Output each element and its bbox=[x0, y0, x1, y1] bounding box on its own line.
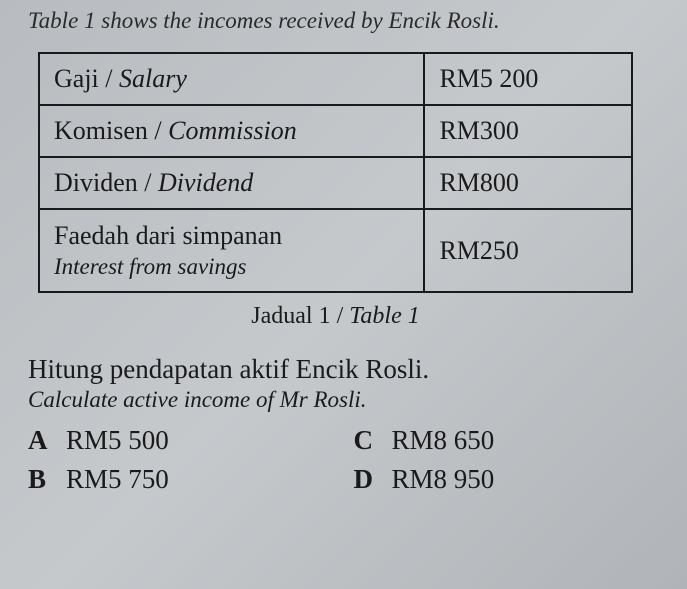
row-label: Dividen / Dividend bbox=[39, 157, 424, 209]
option-b: B RM5 750 bbox=[28, 464, 334, 495]
intro-text: Table 1 shows the incomes received by En… bbox=[28, 8, 659, 34]
label-my: Komisen bbox=[54, 116, 148, 145]
row-value: RM300 bbox=[424, 105, 632, 157]
option-letter: A bbox=[28, 425, 66, 456]
row-label: Komisen / Commission bbox=[39, 105, 424, 157]
option-letter: C bbox=[354, 425, 392, 456]
table-row: Gaji / Salary RM5 200 bbox=[39, 53, 632, 105]
option-text: RM8 950 bbox=[392, 464, 495, 495]
income-table: Gaji / Salary RM5 200 Komisen / Commissi… bbox=[38, 52, 633, 293]
table-caption: Jadual 1 / Table 1 bbox=[38, 303, 633, 330]
options-grid: A RM5 500 C RM8 650 B RM5 750 D RM8 950 bbox=[28, 425, 659, 495]
label-en: Commission bbox=[168, 116, 297, 145]
row-label: Faedah dari simpanan Interest from savin… bbox=[39, 209, 424, 292]
label-en: Salary bbox=[119, 64, 187, 93]
option-text: RM8 650 bbox=[392, 425, 495, 456]
table-row: Faedah dari simpanan Interest from savin… bbox=[39, 209, 632, 292]
option-c: C RM8 650 bbox=[354, 425, 660, 456]
label-my: Dividen bbox=[54, 168, 138, 197]
label-en: Dividend bbox=[158, 168, 253, 197]
table-row: Komisen / Commission RM300 bbox=[39, 105, 632, 157]
label-my: Faedah dari simpanan bbox=[54, 221, 282, 250]
option-text: RM5 750 bbox=[66, 464, 169, 495]
option-text: RM5 500 bbox=[66, 425, 169, 456]
caption-my: Jadual 1 bbox=[251, 303, 330, 329]
row-value: RM250 bbox=[424, 209, 632, 292]
question-en: Calculate active income of Mr Rosli. bbox=[28, 387, 659, 413]
row-label: Gaji / Salary bbox=[39, 53, 424, 105]
option-letter: D bbox=[354, 464, 392, 495]
table-row: Dividen / Dividend RM800 bbox=[39, 157, 632, 209]
option-letter: B bbox=[28, 464, 66, 495]
option-a: A RM5 500 bbox=[28, 425, 334, 456]
row-value: RM5 200 bbox=[424, 53, 632, 105]
question-my: Hitung pendapatan aktif Encik Rosli. bbox=[28, 354, 659, 385]
label-en: Interest from savings bbox=[54, 253, 409, 282]
label-my: Gaji bbox=[54, 64, 99, 93]
row-value: RM800 bbox=[424, 157, 632, 209]
option-d: D RM8 950 bbox=[354, 464, 660, 495]
caption-en: Table 1 bbox=[349, 303, 419, 329]
